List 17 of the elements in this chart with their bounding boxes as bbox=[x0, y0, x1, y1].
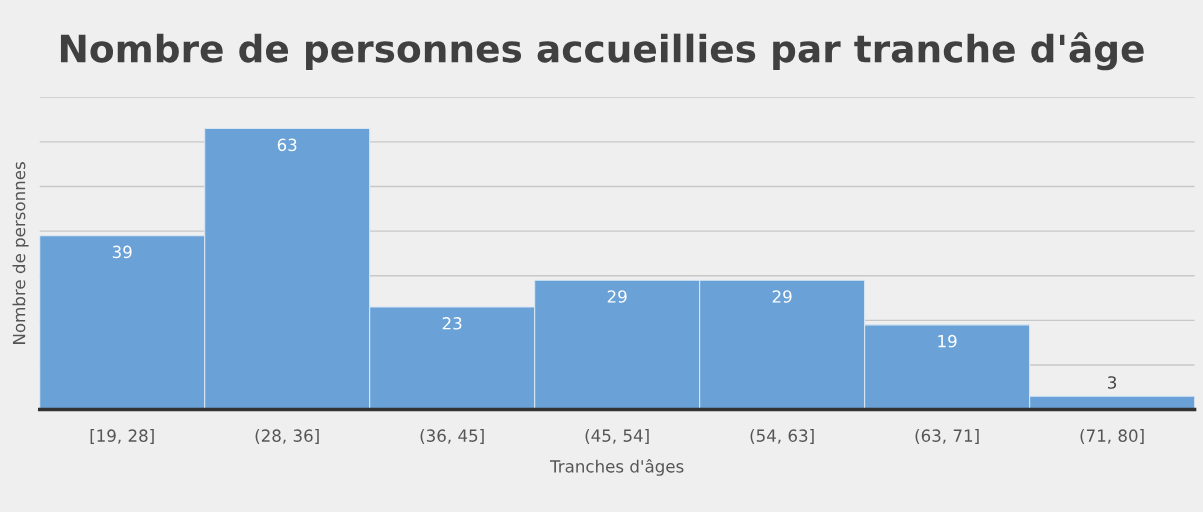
data-label: 3 bbox=[1108, 376, 1117, 389]
data-label: 19 bbox=[938, 334, 957, 348]
x-axis-title: Tranches d'âges bbox=[549, 459, 684, 476]
data-label: 29 bbox=[772, 290, 792, 303]
data-label: 63 bbox=[277, 138, 297, 152]
x-tick-label: (63, 71] bbox=[915, 429, 979, 444]
data-label: 23 bbox=[442, 317, 462, 330]
data-label: 29 bbox=[607, 290, 627, 303]
chart-title: Nombre de personnes accueillies par tranche d'âge bbox=[60, 32, 1144, 71]
x-tick-label: [19, 28] bbox=[90, 429, 154, 444]
x-tick-label: (54, 63] bbox=[750, 429, 814, 444]
x-tick-label: (71, 80] bbox=[1080, 429, 1144, 444]
x-tick-label: (28, 36] bbox=[255, 429, 319, 444]
data-label: 39 bbox=[112, 245, 132, 259]
x-tick-label: (45, 54] bbox=[585, 429, 649, 444]
x-tick-label: (36, 45] bbox=[420, 429, 484, 444]
y-axis-title: Nombre de personnes bbox=[12, 162, 29, 344]
